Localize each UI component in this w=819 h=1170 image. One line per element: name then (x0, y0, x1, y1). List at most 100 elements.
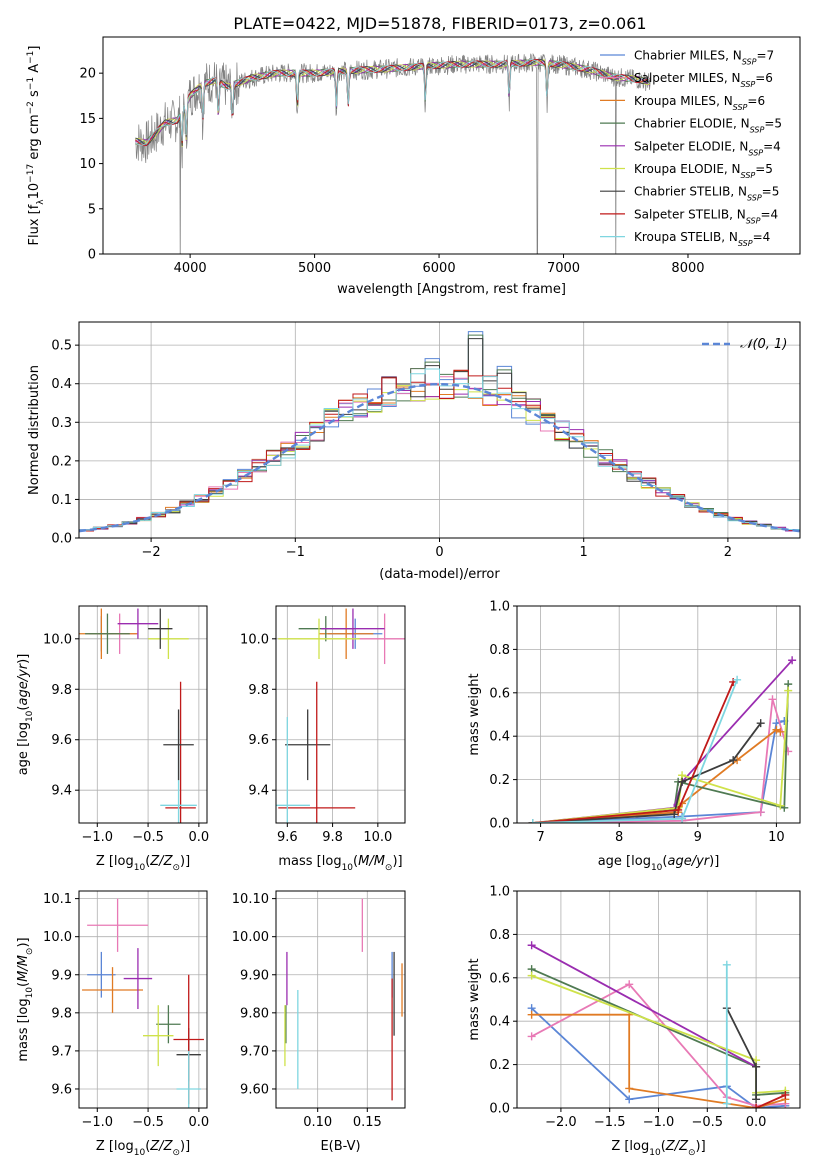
weight-line (532, 722, 762, 823)
y-tick-label: 5 (88, 202, 96, 217)
weight-line (532, 679, 738, 823)
weight-marker (722, 960, 731, 969)
y-tick-label: 0.0 (51, 532, 72, 547)
histogram-step (79, 368, 800, 534)
weight-marker (678, 814, 687, 823)
data-spectrum-line (135, 52, 651, 254)
axes-frame (78, 605, 208, 824)
x-tick-label: −2.0 (545, 1115, 577, 1130)
y-tick-label: 0.0 (489, 1102, 510, 1117)
legend-label: Salpeter ELODIE, NSSP=4 (634, 139, 781, 157)
y-tick-label: 9.9 (51, 968, 72, 983)
y-tick-label: 9.6 (248, 733, 269, 748)
plot-area (135, 52, 651, 254)
x-tick-label: 9.8 (322, 830, 343, 845)
weight-marker (776, 727, 785, 736)
x-axis-label: Z [log10(Z/Z⊙)] (96, 854, 190, 873)
normal-curve (79, 382, 800, 533)
weight-marker (729, 756, 738, 765)
legend: Chabrier MILES, NSSP=7 Salpeter MILES, NS… (600, 49, 782, 248)
model-spectrum-line (135, 59, 651, 148)
y-tick-label: 0 (88, 248, 96, 263)
axes-weight_vs_age: 7 8 9 10 0.0 0.2 0.4 0.6 0.8 1.0 age [log10(age/yr… (467, 600, 801, 873)
y-tick-label: 1.0 (489, 600, 510, 615)
x-tick-label: 0.0 (746, 1115, 767, 1130)
y-tick-label: 1.0 (489, 885, 510, 900)
y-tick-label: 10 (79, 157, 96, 172)
weight-marker (625, 1084, 634, 1093)
y-tick-label: 9.8 (51, 1006, 72, 1021)
x-tick-label: −1.5 (594, 1115, 626, 1130)
y-tick-label: 9.70 (240, 1044, 269, 1059)
weight-marker (625, 1095, 634, 1104)
legend-label: Salpeter MILES, NSSP=6 (634, 71, 773, 89)
x-tick-label: 10.0 (363, 830, 392, 845)
x-tick-label: 0.15 (353, 1115, 382, 1130)
weight-marker (678, 777, 687, 786)
weight-marker (528, 819, 537, 823)
axes-frame (275, 605, 406, 824)
x-tick-label: −1.0 (643, 1115, 675, 1130)
legend-label: Kroupa STELIB, NSSP=4 (634, 230, 770, 248)
weight-marker (752, 1104, 761, 1108)
y-tick-label: 9.4 (248, 784, 269, 799)
legend-label: Kroupa MILES, NSSP=6 (634, 94, 765, 112)
plot-area (284, 898, 403, 1101)
y-tick-label: 0.3 (51, 416, 72, 431)
x-tick-label: 7 (536, 830, 544, 845)
x-tick-label: 9 (694, 830, 702, 845)
y-axis-label: mass [log10(M/M⊙)] (16, 937, 35, 1061)
y-tick-label: 0.4 (51, 377, 72, 392)
y-tick-label: 9.90 (240, 968, 269, 983)
x-axis-label: Z [log10(Z/Z⊙)] (611, 1139, 705, 1158)
x-tick-label: 2 (724, 545, 732, 560)
y-tick-label: 9.80 (240, 1006, 269, 1021)
y-tick-label: 0.8 (489, 928, 510, 943)
y-tick-label: 9.8 (51, 683, 72, 698)
y-tick-label: 20 (79, 67, 96, 82)
x-tick-label: 6000 (423, 261, 456, 276)
weight-marker (781, 1090, 790, 1099)
y-axis-label: Normed distribution (27, 365, 42, 495)
y-axis-label: mass weight (467, 673, 482, 755)
y-tick-label: 0.2 (489, 1058, 510, 1073)
axes-weight_vs_Z: −2.0 −1.5 −1.0 −0.5 0.0 0.0 0.2 0.4 0.6 0.8 1.0 Z [… (467, 885, 801, 1158)
weight-line (755, 1094, 786, 1108)
x-tick-label: 8000 (671, 261, 704, 276)
axes-mass_vs_ebv: 0.10 0.15 9.60 9.70 9.80 9.90 10.00 10.10 E(B-V) (232, 890, 406, 1154)
y-tick-label: 9.6 (51, 1082, 72, 1097)
x-tick-label: −1.0 (81, 1115, 113, 1130)
y-tick-label: 0.2 (489, 773, 510, 788)
legend-label: Chabrier STELIB, NSSP=5 (634, 185, 779, 203)
axes-frame (102, 36, 801, 255)
x-tick-label: 7000 (547, 261, 580, 276)
y-tick-label: 0.4 (489, 1015, 510, 1030)
x-tick-label: 4000 (174, 261, 207, 276)
x-tick-label: 8 (615, 830, 623, 845)
model-spectrum-line (135, 59, 651, 146)
legend-label: Chabrier MILES, NSSP=7 (634, 49, 774, 67)
x-tick-label: −1 (286, 545, 305, 560)
weight-marker (784, 686, 793, 695)
weight-marker (527, 1032, 536, 1041)
y-tick-label: 9.7 (51, 1044, 72, 1059)
weight-marker (752, 1095, 761, 1104)
x-axis-label: age [log10(age/yr)] (598, 854, 720, 873)
y-tick-label: 10.0 (43, 632, 72, 647)
y-tick-label: 0.8 (489, 643, 510, 658)
weight-marker (527, 1010, 536, 1019)
x-axis-label: (data-model)/error (379, 567, 500, 582)
axes-mass_vs_Z: −1.0 −0.5 0.0 9.6 9.7 9.8 9.9 10.0 10.1 Z [log10(… (16, 890, 209, 1158)
y-tick-label: 9.4 (51, 784, 72, 799)
y-tick-label: 9.8 (248, 683, 269, 698)
weight-marker (670, 810, 679, 819)
y-tick-label: 9.60 (240, 1082, 269, 1097)
weight-line (531, 944, 757, 1068)
y-axis-label: age [log10(age/yr)] (16, 654, 35, 776)
y-tick-label: 0.5 (51, 339, 72, 354)
plot-area (528, 656, 797, 823)
weight-line (532, 699, 790, 823)
x-tick-label: 0.10 (303, 1115, 332, 1130)
x-tick-label: −1.0 (81, 830, 113, 845)
